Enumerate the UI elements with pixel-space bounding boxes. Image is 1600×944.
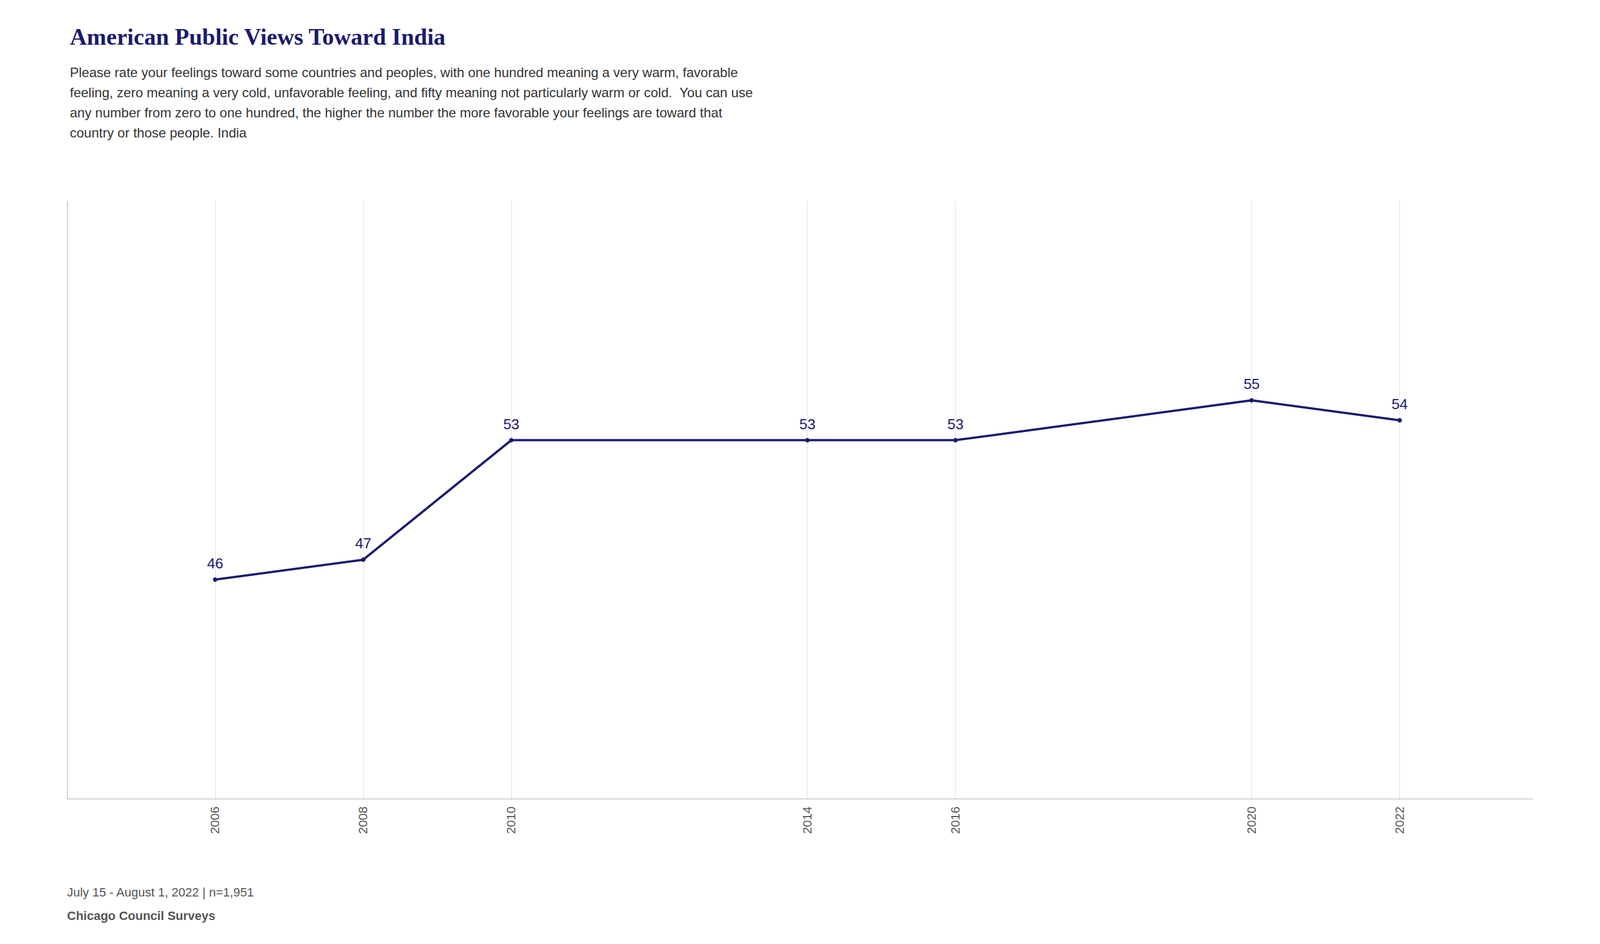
svg-text:53: 53: [947, 415, 964, 433]
svg-text:Please rate your feelings towa: Please rate your feelings toward some co…: [69, 64, 738, 80]
svg-text:2008: 2008: [355, 806, 370, 834]
svg-text:any number from zero to one hu: any number from zero to one hundred, the…: [69, 105, 723, 121]
svg-text:54: 54: [1391, 395, 1408, 413]
svg-text:2016: 2016: [948, 806, 963, 834]
svg-text:2022: 2022: [1392, 806, 1407, 834]
svg-text:feeling, zero meaning a very c: feeling, zero meaning a very cold, unfav…: [69, 84, 753, 101]
svg-text:2010: 2010: [504, 806, 519, 834]
svg-text:53: 53: [502, 415, 520, 433]
svg-text:55: 55: [1243, 375, 1260, 393]
svg-text:2006: 2006: [207, 806, 222, 834]
svg-text:country or those people. India: country or those people. India: [69, 125, 248, 141]
svg-text:Chicago Council Surveys: Chicago Council Surveys: [67, 908, 216, 923]
svg-text:46: 46: [206, 554, 223, 572]
svg-text:July 15 - August 1, 2022 | n=1: July 15 - August 1, 2022 | n=1,951: [67, 885, 254, 900]
svg-text:2014: 2014: [800, 806, 815, 834]
svg-text:American Public Views Toward I: American Public Views Toward India: [69, 24, 446, 50]
svg-text:2020: 2020: [1244, 806, 1259, 834]
svg-text:53: 53: [799, 415, 816, 433]
svg-text:47: 47: [354, 534, 372, 552]
